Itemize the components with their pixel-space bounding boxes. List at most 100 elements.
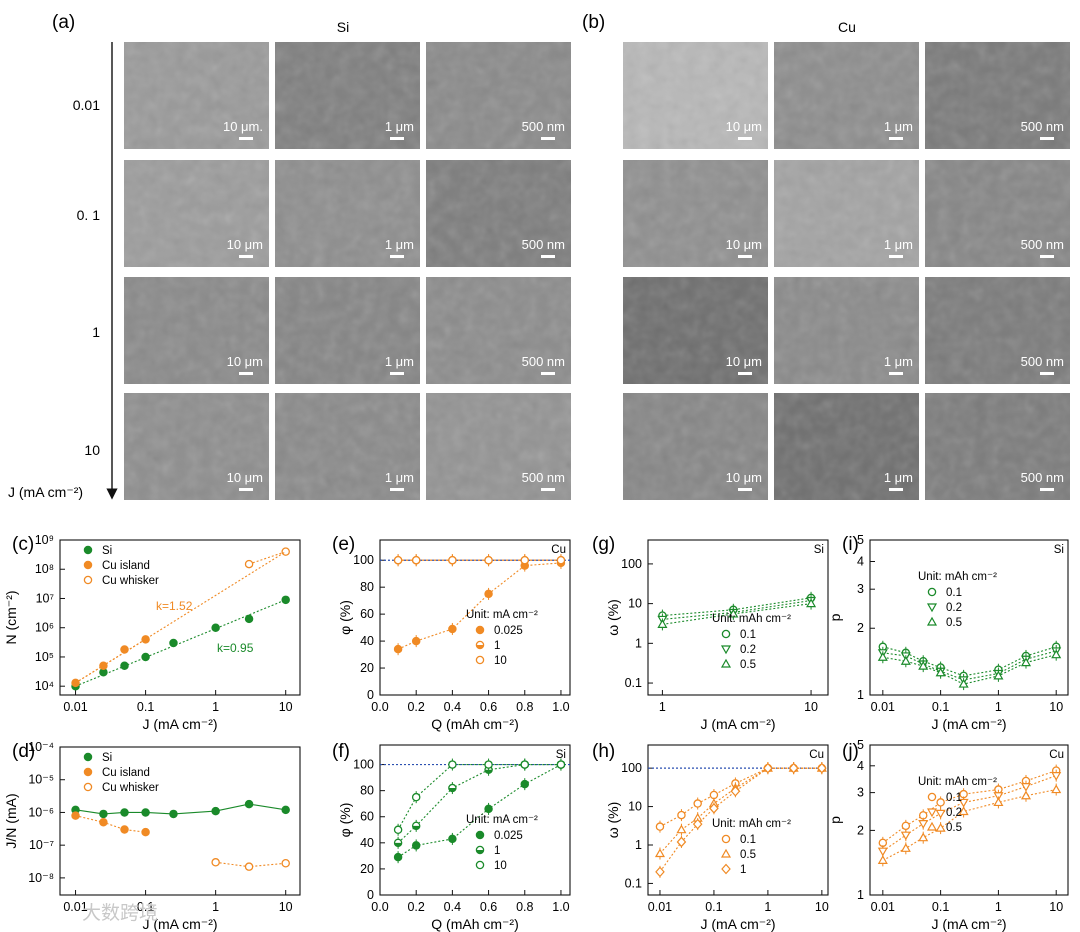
legend-label: 10 (494, 860, 507, 872)
legend-label: 1 (494, 845, 500, 857)
legend-marker (720, 658, 732, 668)
x-tick-label: 0.2 (407, 900, 424, 914)
legend-label: 0.1 (946, 792, 962, 804)
scale-bar-label: 10 μm (227, 237, 263, 252)
legend-label: 1 (740, 864, 746, 876)
data-point (993, 792, 1004, 801)
scale-bar (239, 137, 253, 140)
legend-label: 0.1 (946, 587, 962, 599)
sem-image: 1 μm (774, 393, 919, 500)
data-point (728, 608, 739, 618)
data-point (935, 809, 946, 819)
y-tick-label: 1 (635, 838, 642, 852)
data-point (1020, 790, 1032, 800)
data-point (520, 555, 530, 565)
data-point (730, 785, 741, 797)
scale-bar-label: 10 μm (726, 354, 762, 369)
data-point (935, 667, 946, 677)
sem-image-texture (774, 160, 919, 267)
series-line (75, 815, 146, 833)
sem-row-label-2: 0. 1 (77, 207, 101, 223)
x-tick-label: 1.0 (552, 700, 569, 714)
scale-bar-label: 500 nm (1021, 354, 1064, 369)
sem-image-texture (124, 160, 269, 267)
data-point (958, 678, 969, 688)
data-point (806, 598, 817, 608)
data-point (120, 808, 129, 817)
scale-bar-label: 500 nm (1021, 470, 1064, 485)
scale-bar-label: 1 μm (884, 470, 913, 485)
panel-h-corner-label: Cu (809, 749, 824, 761)
y-tick-label: 10 (628, 597, 642, 611)
fit-line (75, 599, 286, 687)
x-tick-label: 0.0 (371, 700, 388, 714)
chart-f: (f) Si 0.0 0.2 0.4 0.6 0.8 1.0 0 20 40 60 80 100 Q (mA… (332, 741, 571, 932)
sem-image-texture (426, 393, 571, 500)
legend-marker (83, 782, 93, 792)
data-point (958, 806, 969, 816)
x-tick-label: 0.1 (137, 700, 154, 714)
axis-title: Q (mAh cm⁻²) (431, 916, 519, 932)
legend-label: Si (102, 545, 112, 557)
sem-image-grid: 10 μm. 1 μm 500 nm 10 μm 1 μm 500 nm 10 μm 1 μm… (124, 42, 1070, 500)
annotation: k=1.52 (156, 599, 193, 613)
x-tick-label: 1 (212, 700, 219, 714)
x-tick-label: 0.1 (932, 700, 949, 714)
y-tick-label: 100 (353, 758, 374, 772)
data-point (393, 825, 403, 835)
data-point (900, 843, 911, 852)
legend-marker (83, 545, 93, 555)
sem-image-texture (925, 160, 1070, 267)
scale-bar (1040, 137, 1054, 140)
sem-image-texture (426, 277, 571, 384)
x-tick-label: 10 (1049, 700, 1063, 714)
series-line (882, 789, 1057, 861)
y-tick-label: 2 (857, 823, 864, 837)
data-point (448, 555, 457, 565)
y-tick-label: 10⁻⁷ (29, 838, 55, 852)
panel-c-letter: (c) (12, 534, 34, 555)
data-point (211, 806, 220, 816)
y-tick-label: 60 (360, 607, 374, 621)
x-tick-label: 10 (279, 700, 293, 714)
legend-label: Si (102, 752, 112, 764)
x-tick-label: 0.8 (516, 900, 533, 914)
x-tick-label: 10 (815, 900, 829, 914)
scale-bar (738, 137, 752, 140)
legend-title: Unit: mA cm⁻² (466, 814, 538, 826)
chart-j: (j) Cu 0.01 0.1 1 10 1 2 3 4 5 J (mA cm⁻²) p Unit: mA… (827, 738, 1069, 932)
y-tick-label: 10⁴ (35, 679, 54, 693)
y-tick-label: 100 (353, 553, 374, 567)
sem-image-texture (124, 277, 269, 384)
data-point (169, 638, 178, 648)
series-line (882, 654, 1057, 685)
axis-title: ω (%) (605, 802, 621, 839)
y-tick-label: 5 (857, 738, 864, 752)
sem-image: 10 μm (124, 160, 269, 267)
scale-bar (390, 488, 404, 491)
sem-image: 10 μm (623, 42, 768, 149)
scale-bar (239, 372, 253, 375)
sem-image-texture (275, 393, 420, 500)
legend-label: 0.5 (946, 822, 962, 834)
scale-bar-label: 500 nm (1021, 237, 1064, 252)
scale-bar (541, 372, 555, 375)
sem-image: 500 nm (426, 277, 571, 384)
data-point (677, 810, 686, 820)
x-tick-label: 1 (764, 900, 771, 914)
y-tick-label: 60 (360, 810, 374, 824)
sem-image: 1 μm (774, 160, 919, 267)
data-point (393, 644, 403, 654)
axis-title: J/N (mA) (3, 793, 19, 848)
sem-image: 10 μm (623, 393, 768, 500)
sem-axis-label: J (mA cm⁻²) (8, 484, 83, 500)
scale-bar (541, 488, 555, 491)
x-tick-label: 0.01 (871, 700, 895, 714)
panel-i-letter: (i) (842, 534, 859, 555)
scale-bar (541, 137, 555, 140)
scale-bar-label: 1 μm (385, 354, 414, 369)
x-tick-label: 0.6 (480, 700, 497, 714)
sem-image-texture (124, 393, 269, 500)
chart-i: (i) Si 0.01 0.1 1 10 1 2 3 4 5 J (mA cm⁻²) p Unit: mA… (827, 533, 1069, 732)
scale-bar (889, 255, 903, 258)
